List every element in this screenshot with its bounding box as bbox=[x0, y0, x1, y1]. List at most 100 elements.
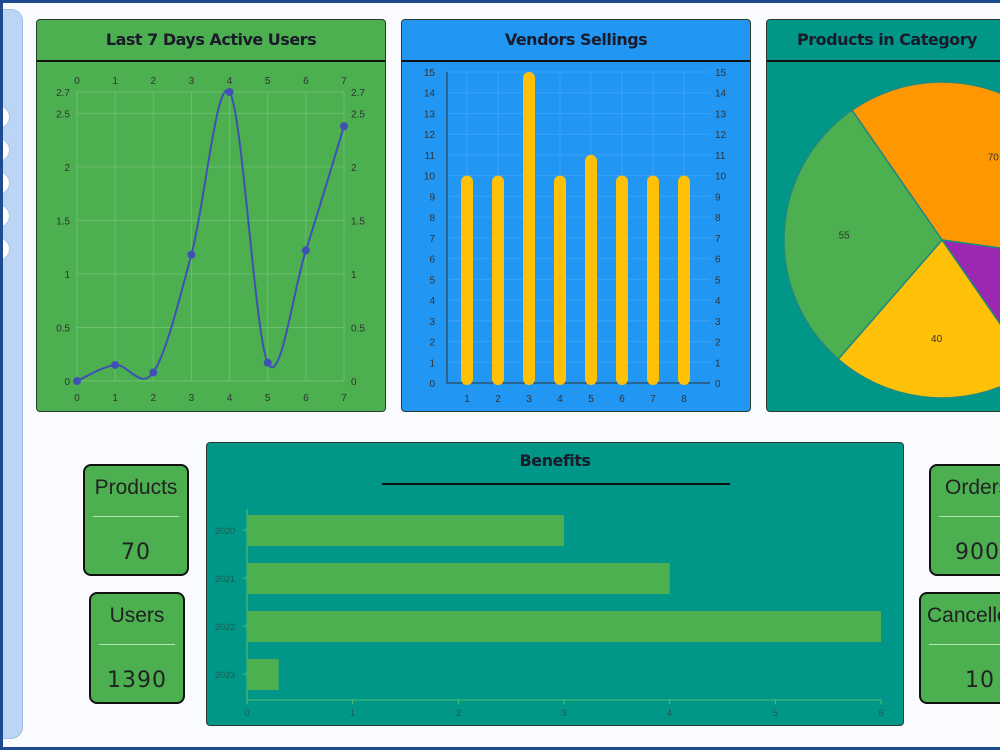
benefits-title: Benefits bbox=[519, 451, 591, 470]
x-tick-label: 2 bbox=[495, 394, 501, 405]
x-tick-label-top: 4 bbox=[227, 76, 233, 87]
y-tick-label-right: 0.5 bbox=[351, 323, 365, 334]
pie-slice bbox=[850, 81, 1000, 249]
y-tick-label-left: 9 bbox=[429, 192, 435, 203]
x-tick-label: 4 bbox=[557, 394, 563, 405]
data-point bbox=[225, 88, 234, 96]
y-tick-label-left: 15 bbox=[424, 68, 436, 79]
x-tick-label-bottom: 3 bbox=[189, 393, 195, 404]
y-tick-label-left: 2 bbox=[64, 163, 70, 174]
y-tick-label-left: 1 bbox=[64, 270, 70, 281]
y-tick-label-right: 0 bbox=[715, 379, 721, 390]
y-tick-label-right: 13 bbox=[715, 109, 727, 120]
stat-divider bbox=[99, 644, 175, 645]
data-point bbox=[301, 246, 310, 255]
x-tick-label: 5 bbox=[588, 394, 594, 405]
x-tick-label-top: 0 bbox=[74, 76, 80, 87]
dashboard-canvas: Last 7 Days Active Users 0 0 0.5 0.5 1 1 1.5 1.… bbox=[3, 3, 1000, 747]
y-tick-label-left: 14 bbox=[424, 89, 436, 100]
x-tick-label: 2 bbox=[456, 708, 461, 718]
x-tick-label-bottom: 0 bbox=[74, 393, 80, 404]
x-tick-label: 1 bbox=[350, 708, 355, 718]
x-tick-label: 6 bbox=[619, 394, 625, 405]
data-point bbox=[340, 122, 348, 131]
stat-divider bbox=[93, 516, 179, 517]
users-label: Users bbox=[109, 604, 165, 627]
y-tick-label-right: 12 bbox=[715, 130, 727, 141]
users-value: 1390 bbox=[107, 668, 167, 693]
sidebar-button-2[interactable] bbox=[3, 138, 10, 162]
cancelled-stat[interactable]: Cancelled 10 bbox=[919, 592, 1000, 704]
x-tick-label-bottom: 7 bbox=[341, 393, 347, 404]
benefits-card: Benefits 2020 2021 2022 2023 0 1 2 3 4 5 6 bbox=[206, 442, 904, 726]
y-tick-label-right: 11 bbox=[715, 151, 726, 162]
pie-slice-label: 40 bbox=[931, 334, 943, 345]
pie-slice-label: 70 bbox=[988, 153, 1000, 164]
y-tick-label-right: 1 bbox=[351, 270, 357, 281]
x-tick-label: 8 bbox=[681, 394, 687, 405]
orders-stat[interactable]: Orders 900 bbox=[929, 464, 1000, 576]
sidebar-button-1[interactable] bbox=[3, 105, 10, 129]
sidebar-button-4[interactable] bbox=[3, 204, 10, 228]
sidebar-button-5[interactable] bbox=[3, 237, 10, 261]
data-point bbox=[263, 358, 272, 367]
pie-slice bbox=[783, 109, 943, 361]
y-tick-label-right: 1 bbox=[715, 358, 721, 369]
categories-title: Products in Category bbox=[797, 30, 977, 49]
bar bbox=[678, 175, 690, 385]
y-tick-label-left: 2.5 bbox=[56, 109, 70, 120]
x-tick-label-top: 3 bbox=[189, 76, 195, 87]
x-tick-label-bottom: 2 bbox=[151, 393, 157, 404]
active-users-card: Last 7 Days Active Users 0 0 0.5 0.5 1 1 1.5 1.… bbox=[36, 19, 386, 412]
y-tick-label-left: 10 bbox=[424, 172, 436, 183]
y-tick-label-right: 7 bbox=[715, 234, 721, 245]
y-tick-label-left: 5 bbox=[429, 275, 435, 286]
active-users-chart: 0 00.5 0.51 11.5 1.52 22.5 2.52.7 2.70011223344… bbox=[56, 76, 365, 404]
y-tick-label-left: 12 bbox=[424, 130, 436, 141]
x-tick-label-top: 1 bbox=[112, 76, 118, 87]
vendors-card: Vendors Sellings 0 0 1 1 2 2 3 3 4 4 5 5 6 6 7 7 8 8 9 9 10 1… bbox=[401, 19, 751, 412]
x-tick-label-top: 5 bbox=[265, 76, 271, 87]
x-tick-label: 5 bbox=[773, 708, 778, 718]
x-tick-label: 7 bbox=[650, 394, 656, 405]
cancelled-value: 10 bbox=[965, 668, 995, 693]
x-tick-label-top: 7 bbox=[341, 76, 347, 87]
y-tick-label-right: 0 bbox=[351, 377, 357, 388]
pie-slice-label: 55 bbox=[839, 231, 851, 242]
y-tick-label-left: 1 bbox=[429, 358, 435, 369]
cancelled-label: Cancelled bbox=[927, 604, 1000, 627]
x-tick-label-bottom: 5 bbox=[265, 393, 271, 404]
products-stat[interactable]: Products 70 bbox=[83, 464, 189, 576]
x-tick-label: 4 bbox=[667, 708, 672, 718]
x-tick-label-bottom: 6 bbox=[303, 393, 309, 404]
y-tick-label: 2020 bbox=[215, 526, 235, 536]
y-tick-label: 2022 bbox=[215, 622, 235, 632]
sidebar-button-3[interactable] bbox=[3, 171, 10, 195]
y-tick-label: 2023 bbox=[215, 670, 235, 680]
y-tick-label-right: 3 bbox=[715, 317, 721, 328]
bar bbox=[647, 175, 659, 385]
x-tick-label: 1 bbox=[464, 394, 470, 405]
categories-chart: 70 40 55 bbox=[783, 81, 1000, 399]
x-tick-label-bottom: 4 bbox=[227, 393, 233, 404]
series-line bbox=[76, 89, 345, 382]
y-tick-label-right: 2.5 bbox=[351, 109, 365, 120]
vendors-title: Vendors Sellings bbox=[504, 30, 648, 49]
bar bbox=[247, 563, 670, 594]
products-value: 70 bbox=[121, 540, 151, 565]
users-stat[interactable]: Users 1390 bbox=[89, 592, 185, 704]
y-tick-label-left: 13 bbox=[424, 109, 436, 120]
data-point bbox=[73, 377, 81, 385]
x-tick-label-top: 2 bbox=[151, 76, 157, 87]
bar bbox=[461, 175, 473, 385]
bar bbox=[523, 72, 535, 385]
y-tick-label-right: 15 bbox=[715, 68, 727, 79]
x-tick-label: 3 bbox=[561, 708, 566, 718]
y-tick-label-left: 0 bbox=[64, 377, 70, 388]
bar bbox=[616, 175, 628, 385]
title-divider bbox=[37, 60, 385, 62]
y-tick-label-left: 3 bbox=[429, 317, 435, 328]
categories-card: Products in Category 70 40 55 bbox=[766, 19, 1000, 412]
